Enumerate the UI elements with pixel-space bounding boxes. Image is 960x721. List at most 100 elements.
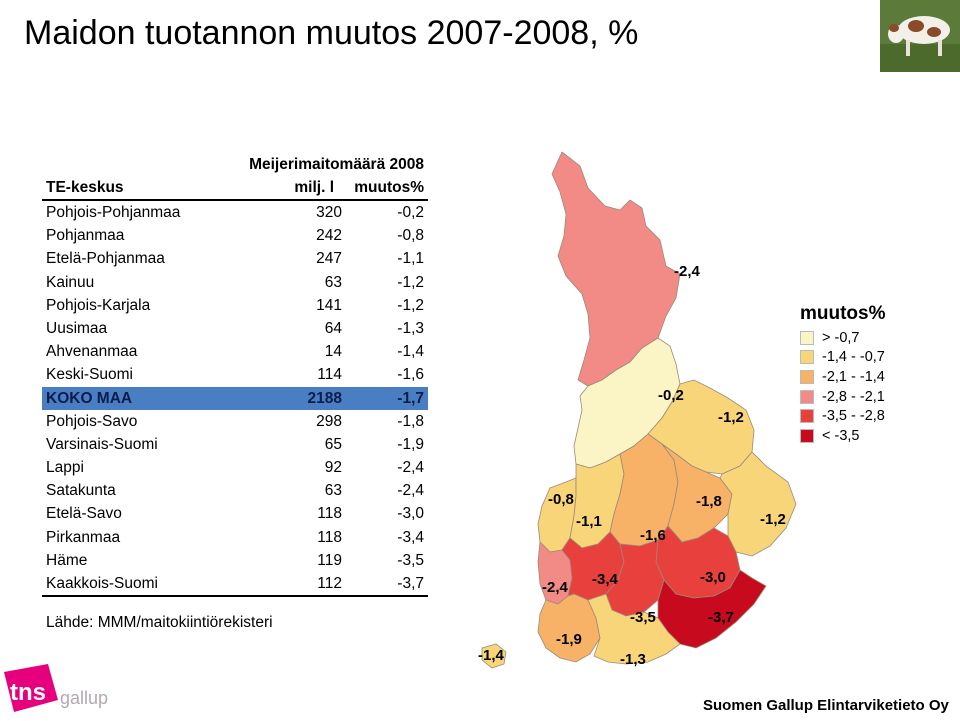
legend-swatch: [800, 428, 814, 443]
legend-item: > -0,7: [800, 328, 930, 348]
cell-volume: 14: [324, 343, 342, 361]
label-hame: -3,5: [630, 609, 656, 626]
label-lappi: -2,4: [674, 263, 701, 280]
table-row: Pohjois-Savo 298 -1,8: [42, 410, 428, 433]
cell-volume: 63: [324, 482, 342, 500]
col-volume-header: milj. l: [294, 179, 334, 196]
label-kaakkois-suomi: -3,7: [708, 609, 734, 626]
cell-change: -1,4: [397, 343, 424, 361]
cell-change: -2,4: [397, 459, 424, 477]
label-ahvenanmaa: -1,4: [478, 647, 505, 664]
cell-region: Satakunta: [46, 482, 116, 500]
cow-photo: [880, 0, 960, 72]
cell-region: Pohjanmaa: [46, 227, 125, 245]
cell-change: -3,7: [397, 575, 424, 592]
data-table: Meijerimaitomäärä 2008 TE-keskus milj. l…: [42, 152, 428, 598]
legend-label: -1,4 - -0,7: [822, 349, 885, 366]
col-change-header: muutos%: [354, 179, 424, 196]
cell-region: Pohjois-Savo: [46, 412, 138, 430]
legend-label: -2,1 - -1,4: [822, 368, 885, 385]
table-body: Pohjois-Pohjanmaa 320 -0,2 Pohjanmaa 242 -0,8…: [42, 201, 428, 598]
cell-volume: 118: [317, 528, 342, 546]
table-row: Etelä-Pohjanmaa 247 -1,1: [42, 247, 428, 270]
legend-swatch: [800, 330, 814, 345]
label-kainuu: -1,2: [718, 409, 744, 426]
cell-region: Ahvenanmaa: [46, 343, 138, 361]
legend-title: muutos%: [800, 303, 886, 324]
cell-change: -1,9: [397, 435, 424, 453]
legend-swatch: [800, 350, 814, 365]
cell-region: Keski-Suomi: [46, 366, 133, 384]
label-pohjois-savo: -1,8: [696, 493, 722, 510]
table-row: Pirkanmaa 118 -3,4: [42, 526, 428, 549]
table-row: Lappi 92 -2,4: [42, 456, 428, 479]
col-region-header: TE-keskus: [46, 179, 124, 196]
cell-change: -0,2: [397, 204, 424, 221]
finland-map: -2,4 -0,2 -1,2 -0,8 -1,1 -1,6 -1,8 -1,2 …: [478, 151, 797, 669]
cell-region: Pohjois-Karjala: [46, 296, 151, 314]
svg-text:tns: tns: [10, 679, 46, 706]
label-pohjois-pohjanmaa: -0,2: [658, 387, 684, 404]
cell-change: -1,1: [397, 250, 424, 268]
cell-change: -3,0: [397, 505, 424, 523]
label-pirkanmaa: -3,4: [592, 571, 619, 588]
cell-volume: 298: [316, 412, 342, 430]
cell-change: -3,4: [397, 528, 424, 546]
label-varsinais-suomi: -1,9: [556, 631, 582, 648]
cell-volume: 141: [316, 296, 342, 314]
cell-change: -1,6: [397, 366, 424, 384]
region-varsinais-suomi: [537, 593, 601, 663]
legend-item: -1,4 - -0,7: [800, 348, 930, 368]
legend-item: -2,1 - -1,4: [800, 367, 930, 387]
map-legend: muutos% > -0,7 -1,4 - -0,7 -2,1 - -1,4 -2,8…: [800, 300, 930, 446]
cell-volume: 63: [324, 273, 342, 291]
cell-volume: 242: [316, 227, 342, 245]
cell-change: -1,8: [397, 412, 424, 430]
cell-volume: 320: [316, 204, 342, 221]
source-note: Lähde: MMM/maitokiintiörekisteri: [46, 614, 273, 631]
svg-text:gallup: gallup: [60, 688, 108, 708]
cell-region: Etelä-Pohjanmaa: [46, 250, 165, 268]
cell-region: Häme: [46, 551, 88, 569]
legend-item: -3,5 - -2,8: [800, 406, 930, 426]
cell-volume: 118: [317, 505, 342, 523]
legend-swatch: [800, 409, 814, 424]
cell-region: Varsinais-Suomi: [46, 435, 158, 453]
label-pohjanmaa: -0,8: [548, 491, 574, 508]
legend-label: > -0,7: [822, 329, 860, 346]
cell-region: Pohjois-Pohjanmaa: [46, 204, 181, 221]
cell-region: Kainuu: [46, 273, 95, 291]
legend-item: -2,8 - -2,1: [800, 387, 930, 407]
region-uusimaa: [587, 593, 681, 665]
cell-volume: 114: [317, 366, 342, 384]
table-row: Pohjois-Pohjanmaa 320 -0,2: [42, 201, 428, 224]
cell-change: -2,4: [397, 482, 424, 500]
cell-region: Pirkanmaa: [46, 528, 121, 546]
table-row: Varsinais-Suomi 65 -1,9: [42, 433, 428, 456]
legend-item: < -3,5: [800, 426, 930, 446]
cell-region: KOKO MAA: [46, 389, 133, 407]
table-row: Uusimaa 64 -1,3: [42, 317, 428, 340]
cell-change: -1,2: [397, 296, 424, 314]
cell-change: -1,7: [397, 389, 424, 407]
cell-volume: 64: [324, 319, 342, 337]
cell-volume: 247: [316, 250, 342, 268]
label-etela-pohjanmaa: -1,1: [576, 513, 602, 530]
label-keski-suomi: -1,6: [640, 527, 666, 544]
label-uusimaa: -1,3: [620, 651, 646, 668]
legend-swatch: [800, 389, 814, 404]
cell-region: Lappi: [46, 459, 84, 477]
table-row: Kaakkois-Suomi 112 -3,7: [42, 572, 428, 595]
label-satakunta: -2,4: [542, 579, 569, 596]
cell-volume: 112: [317, 575, 342, 592]
table-row: Keski-Suomi 114 -1,6: [42, 363, 428, 386]
legend-swatch: [800, 369, 814, 384]
region-ahvenanmaa: [481, 643, 507, 669]
legend-items: > -0,7 -1,4 - -0,7 -2,1 - -1,4 -2,8 - -2,1 -…: [800, 328, 930, 446]
cell-change: -1,2: [397, 273, 424, 291]
cell-volume: 2188: [307, 389, 342, 407]
cell-change: -1,3: [397, 319, 424, 337]
label-etela-savo: -3,0: [700, 569, 726, 586]
cell-change: -3,5: [397, 551, 424, 569]
table-row: Ahvenanmaa 14 -1,4: [42, 340, 428, 363]
